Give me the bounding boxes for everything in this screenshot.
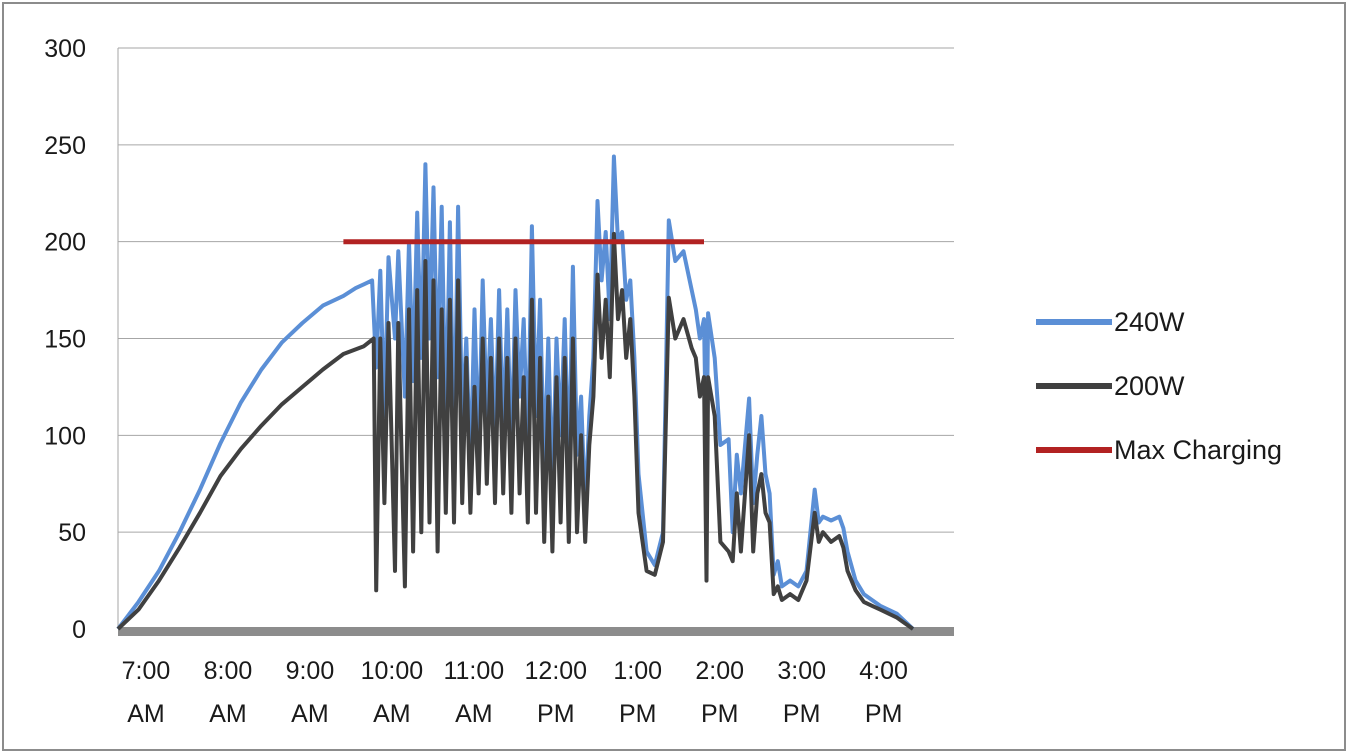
x-tick-label: 7:00 [122,657,171,685]
y-tick-label: 50 [58,519,86,547]
x-tick-label: 9:00 [286,657,335,685]
x-tick-label-line2: AM [127,700,165,728]
x-tick-label: 12:00 [525,657,588,685]
x-tick-label-line2: PM [783,700,821,728]
x-tick-label: 1:00 [613,657,662,685]
legend: 240W 200W Max Charging [1036,307,1282,465]
x-tick-label-line2: AM [373,700,411,728]
gridlines [117,47,954,636]
x-tick-label-line2: PM [537,700,575,728]
y-tick-label: 150 [44,326,86,354]
x-tick-label: 11:00 [443,657,504,685]
x-tick-label: 4:00 [859,657,908,685]
chart-svg: 0 50 100 150 200 250 300 7:00 AM 8:00 AM 9:00 AM 10:… [44,35,1282,728]
x-tick-label: 8:00 [204,657,253,685]
x-tick-label-line2: AM [209,700,247,728]
x-axis-ticks: 7:00 AM 8:00 AM 9:00 AM 10:00 AM 11:00 AM 12:00 PM 1… [122,657,908,728]
y-tick-label: 200 [44,229,86,257]
y-tick-label: 0 [72,616,86,644]
y-axis-ticks: 0 50 100 150 200 250 300 [44,35,86,644]
x-tick-label-line2: AM [455,700,493,728]
y-tick-label: 250 [44,132,86,160]
x-tick-label-line2: PM [701,700,739,728]
x-tick-label: 2:00 [695,657,744,685]
x-axis-line [118,627,954,636]
legend-label: Max Charging [1114,435,1282,465]
x-tick-label: 10:00 [361,657,424,685]
legend-label: 200W [1114,371,1185,401]
x-tick-label-line2: PM [865,700,903,728]
y-tick-label: 300 [44,35,86,63]
x-tick-label: 3:00 [777,657,826,685]
y-tick-label: 100 [44,422,86,450]
x-tick-label-line2: PM [619,700,657,728]
x-tick-label-line2: AM [291,700,329,728]
series-lines [116,154,915,631]
series-line-200w [116,231,915,631]
legend-label: 240W [1114,307,1185,337]
